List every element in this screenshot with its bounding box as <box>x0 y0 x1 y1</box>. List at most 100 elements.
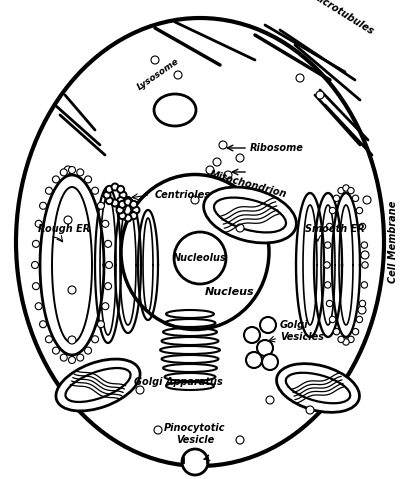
Circle shape <box>244 327 260 343</box>
Circle shape <box>363 196 371 204</box>
Circle shape <box>104 240 112 247</box>
Circle shape <box>343 185 349 191</box>
Circle shape <box>84 347 92 354</box>
Circle shape <box>236 154 244 162</box>
Circle shape <box>77 354 84 361</box>
Circle shape <box>352 329 359 335</box>
Circle shape <box>112 183 118 191</box>
Circle shape <box>206 166 214 174</box>
Circle shape <box>338 187 344 194</box>
Circle shape <box>104 192 110 198</box>
Circle shape <box>32 283 40 290</box>
Circle shape <box>266 396 274 404</box>
Circle shape <box>329 316 336 323</box>
Circle shape <box>92 336 98 343</box>
Circle shape <box>117 186 124 193</box>
Ellipse shape <box>204 187 296 243</box>
Ellipse shape <box>182 449 208 475</box>
Text: Microtubules: Microtubules <box>310 0 376 37</box>
Circle shape <box>98 321 104 328</box>
Circle shape <box>68 167 76 173</box>
Circle shape <box>68 336 76 344</box>
Text: Centrioles: Centrioles <box>155 190 211 200</box>
Circle shape <box>104 283 112 290</box>
Circle shape <box>116 206 124 214</box>
Circle shape <box>98 202 104 209</box>
Circle shape <box>120 192 126 198</box>
Circle shape <box>326 300 333 307</box>
Text: Rough ER: Rough ER <box>38 224 90 234</box>
Circle shape <box>46 336 52 343</box>
Circle shape <box>338 336 344 342</box>
Circle shape <box>329 207 336 214</box>
Circle shape <box>361 242 368 248</box>
Circle shape <box>296 74 304 82</box>
Circle shape <box>316 91 324 99</box>
Ellipse shape <box>16 18 384 466</box>
Circle shape <box>246 352 262 368</box>
Circle shape <box>219 141 227 149</box>
Circle shape <box>359 300 366 307</box>
Circle shape <box>333 329 340 335</box>
Circle shape <box>213 158 221 166</box>
Circle shape <box>35 220 42 227</box>
Circle shape <box>64 166 72 174</box>
Circle shape <box>154 426 162 434</box>
Circle shape <box>35 303 42 310</box>
Text: Golgi Apparatus: Golgi Apparatus <box>134 377 222 387</box>
Ellipse shape <box>286 373 350 403</box>
Circle shape <box>306 406 314 414</box>
Circle shape <box>324 282 331 288</box>
Circle shape <box>64 216 72 224</box>
Circle shape <box>124 215 132 221</box>
Circle shape <box>362 262 368 268</box>
Circle shape <box>46 187 52 194</box>
Circle shape <box>343 339 349 345</box>
Circle shape <box>356 207 363 214</box>
Ellipse shape <box>174 232 226 284</box>
Circle shape <box>174 71 182 79</box>
Circle shape <box>352 195 359 202</box>
Circle shape <box>151 56 159 64</box>
Text: Golgi
Vesicles: Golgi Vesicles <box>280 320 324 342</box>
Circle shape <box>84 176 92 183</box>
Circle shape <box>102 220 109 227</box>
Circle shape <box>262 354 278 370</box>
Text: Nucleus: Nucleus <box>205 287 255 297</box>
Circle shape <box>348 336 354 342</box>
Ellipse shape <box>121 174 269 330</box>
Text: Cell Membrane: Cell Membrane <box>388 201 398 283</box>
Circle shape <box>102 303 109 310</box>
Circle shape <box>136 386 144 394</box>
Circle shape <box>361 282 368 288</box>
Circle shape <box>40 202 46 209</box>
Circle shape <box>92 187 98 194</box>
Circle shape <box>77 169 84 176</box>
Circle shape <box>130 201 137 208</box>
Circle shape <box>348 187 354 194</box>
Circle shape <box>119 212 126 219</box>
Circle shape <box>112 199 118 206</box>
Text: Mitochondrion: Mitochondrion <box>208 170 288 200</box>
Ellipse shape <box>276 364 360 412</box>
Circle shape <box>106 197 113 204</box>
Circle shape <box>68 286 76 294</box>
Text: Nucleolus: Nucleolus <box>173 253 227 263</box>
Circle shape <box>361 251 369 259</box>
Text: Pinocytotic
Vesicle: Pinocytotic Vesicle <box>164 423 226 445</box>
Text: Ribosome: Ribosome <box>250 143 304 153</box>
Circle shape <box>326 223 333 230</box>
Circle shape <box>324 262 330 268</box>
Circle shape <box>224 171 232 179</box>
Circle shape <box>106 262 112 269</box>
Circle shape <box>236 224 244 232</box>
Circle shape <box>257 340 273 356</box>
Circle shape <box>191 196 199 204</box>
Ellipse shape <box>56 359 140 411</box>
Circle shape <box>358 306 366 314</box>
Circle shape <box>324 242 331 248</box>
Circle shape <box>359 223 366 230</box>
Circle shape <box>52 347 60 354</box>
Circle shape <box>52 176 60 183</box>
Circle shape <box>68 356 76 364</box>
